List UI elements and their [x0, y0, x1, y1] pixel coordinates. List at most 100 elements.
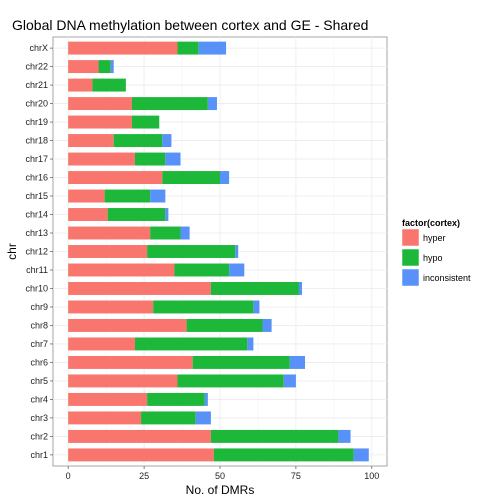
bar-hypo-chr9: [153, 300, 254, 314]
y-tick-label: chr16: [25, 173, 48, 183]
x-tick-label: 50: [215, 471, 225, 481]
bar-inconsistent-chr3: [195, 411, 211, 425]
bar-inconsistent-chr11: [229, 263, 245, 277]
y-tick-label: chr22: [25, 62, 48, 72]
bar-hypo-chrX: [177, 41, 199, 55]
bar-inconsistent-chr17: [165, 152, 181, 166]
bar-hyper-chr21: [68, 78, 93, 92]
bar-hyper-chr1: [68, 448, 214, 462]
bar-hyper-chr14: [68, 208, 108, 221]
y-tick-label: chr8: [30, 320, 48, 330]
bar-hypo-chr4: [147, 392, 205, 406]
bar-hypo-chr22: [98, 60, 111, 74]
bar-inconsistent-chr10: [298, 282, 302, 295]
bar-inconsistent-chr8: [262, 318, 272, 332]
bar-hypo-chr3: [141, 411, 196, 425]
y-tick-label: chr4: [30, 394, 48, 404]
x-tick-label: 75: [291, 471, 301, 481]
legend-label-hypo: hypo: [423, 253, 443, 263]
legend-title: factor(cortex): [402, 218, 460, 228]
bar-hyper-chr9: [68, 300, 154, 314]
bar-hyper-chr2: [68, 429, 211, 443]
legend-label-hyper: hyper: [423, 233, 446, 243]
bar-inconsistent-chr13: [180, 226, 190, 240]
bar-hyper-chrX: [68, 41, 178, 55]
legend-swatch-hyper: [401, 228, 420, 247]
bar-inconsistent-chr4: [204, 392, 208, 406]
bar-hyper-chr16: [68, 171, 163, 185]
legend-swatch-hypo: [401, 248, 420, 267]
bar-hypo-chr6: [192, 355, 290, 369]
bar-hypo-chr11: [174, 263, 230, 277]
x-tick-label: 0: [66, 471, 71, 481]
bar-inconsistent-chr1: [353, 448, 369, 462]
bar-hyper-chr4: [68, 392, 148, 406]
bar-hyper-chr5: [68, 374, 178, 388]
y-tick-label: chr9: [30, 302, 48, 312]
bar-hyper-chr10: [68, 282, 211, 295]
y-tick-label: chr5: [30, 376, 48, 386]
bar-hyper-chr19: [68, 115, 132, 129]
bar-inconsistent-chr2: [338, 429, 351, 443]
y-axis-title: chr: [5, 243, 19, 260]
y-tick-label: chr15: [25, 191, 48, 201]
legend-swatch-inconsistent: [401, 268, 420, 287]
bar-hypo-chr1: [213, 448, 354, 462]
bar-hyper-chr8: [68, 318, 187, 332]
y-tick-label: chr2: [30, 431, 48, 441]
y-tick-label: chr11: [26, 265, 48, 275]
y-tick-label: chr10: [25, 283, 48, 293]
y-tick-label: chr14: [25, 210, 48, 220]
x-axis-title: No. of DMRs: [186, 483, 255, 497]
y-tick-label: chr21: [25, 80, 48, 90]
bar-inconsistent-chr15: [150, 189, 166, 203]
bar-inconsistent-chrX: [198, 41, 227, 55]
bar-hyper-chr6: [68, 355, 193, 369]
y-tick-label: chr7: [30, 339, 48, 349]
bar-inconsistent-chr7: [247, 337, 254, 351]
y-tick-label: chr1: [30, 450, 48, 460]
bar-inconsistent-chr12: [235, 245, 239, 258]
bar-hypo-chr13: [150, 226, 181, 240]
bar-hyper-chr13: [68, 226, 151, 240]
y-tick-label: chrX: [29, 43, 48, 53]
bar-hypo-chr5: [177, 374, 284, 388]
bar-hypo-chr7: [134, 337, 248, 351]
bar-hyper-chr11: [68, 263, 175, 277]
bar-hypo-chr18: [113, 134, 163, 148]
bar-hypo-chr15: [104, 189, 151, 203]
y-tick-labels: chr1 chr2 chr3 chr4 chr5 chr6 chr7 chr8 chr9 chr1…: [25, 43, 53, 460]
y-tick-label: chr17: [25, 154, 48, 164]
bar-hypo-chr20: [131, 97, 208, 111]
bar-hypo-chr19: [131, 115, 160, 129]
y-tick-label: chr18: [25, 136, 48, 146]
bar-hypo-chr21: [92, 78, 126, 92]
bar-hypo-chr8: [186, 318, 263, 332]
bar-hyper-chr18: [68, 134, 114, 148]
y-tick-label: chr6: [30, 357, 48, 367]
bar-inconsistent-chr22: [110, 60, 114, 74]
y-tick-label: chr3: [30, 413, 48, 423]
bar-hypo-chr10: [210, 282, 299, 295]
legend: factor(cortex) hyper hypo inconsistent: [401, 218, 471, 287]
bar-hypo-chr14: [107, 208, 166, 221]
bar-hyper-chr22: [68, 60, 99, 74]
bar-inconsistent-chr9: [253, 300, 260, 314]
bar-inconsistent-chr5: [283, 374, 296, 388]
bar-hypo-chr17: [134, 152, 166, 166]
bar-hypo-chr2: [210, 429, 339, 443]
y-tick-label: chr13: [25, 228, 48, 238]
legend-label-inconsistent: inconsistent: [423, 273, 471, 283]
bar-hyper-chr12: [68, 245, 148, 258]
bar-inconsistent-chr20: [207, 97, 217, 111]
bar-inconsistent-chr16: [220, 171, 230, 185]
x-tick-label: 100: [364, 471, 379, 481]
bar-hyper-chr20: [68, 97, 132, 111]
y-tick-label: chr12: [25, 247, 48, 257]
bar-inconsistent-chr18: [162, 134, 172, 148]
bars: [68, 41, 369, 462]
bar-hyper-chr17: [68, 152, 135, 166]
y-tick-label: chr19: [25, 117, 48, 127]
bar-inconsistent-chr14: [165, 208, 169, 221]
